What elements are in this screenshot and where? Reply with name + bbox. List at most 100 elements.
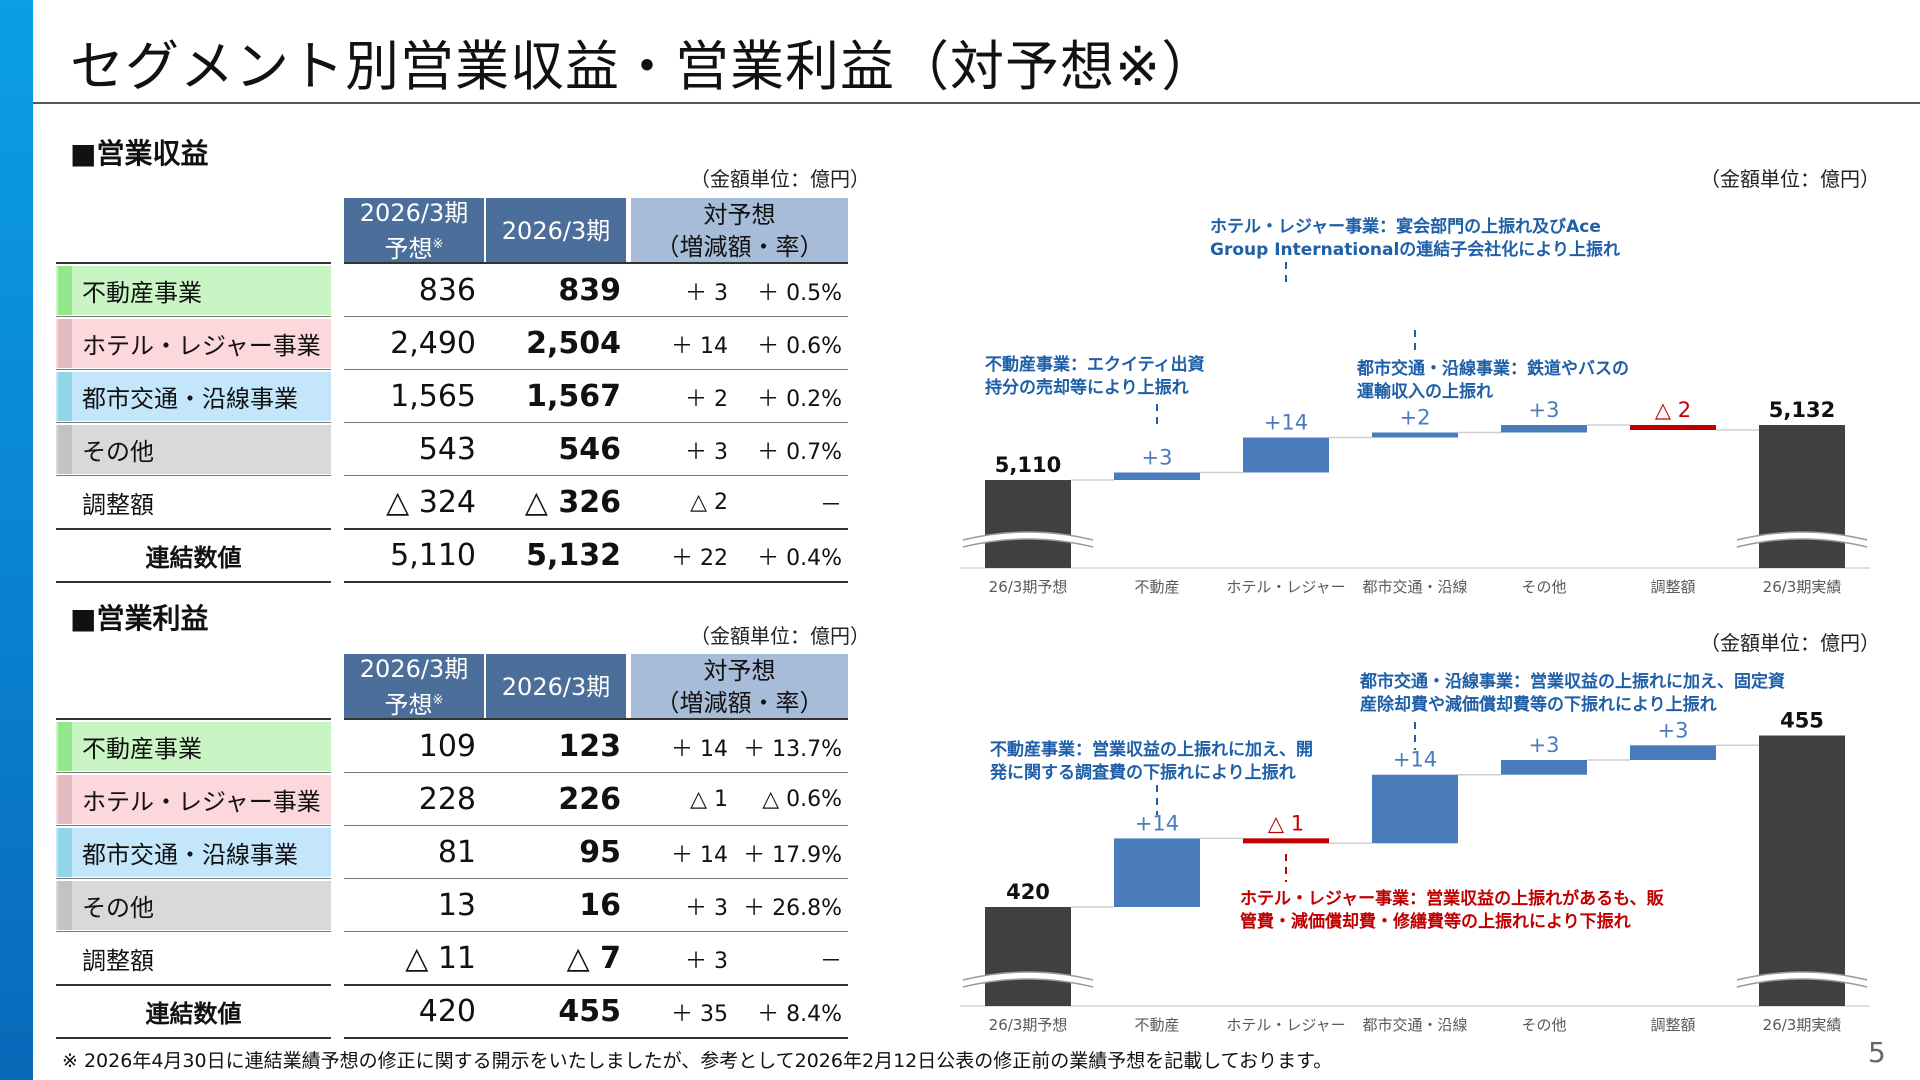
profit-waterfall-chart: 420 26/3期予想 +14 不動産 △ 1 ホテル・レジャー +14 都市交通・沿線 +3 そ… — [960, 671, 1870, 1034]
table-rule — [56, 262, 331, 264]
table-row: 調整額 △ 324 △ 326 △ 2 － — [56, 476, 848, 529]
table-rule — [56, 931, 331, 932]
bar-0 — [985, 907, 1071, 1006]
category-label: 都市交通・沿線 — [1362, 1016, 1467, 1034]
table-row: ホテル・レジャー事業 2,490 2,504 ＋ 14 ＋ 0.6% — [56, 317, 848, 370]
actual-value: 5,132 — [526, 538, 621, 573]
bar-5 — [1630, 745, 1716, 760]
annotation-text: 発に関する調査費の下振れにより上振れ — [989, 762, 1296, 783]
table-rule — [56, 369, 331, 370]
bar-4 — [1501, 760, 1587, 775]
segment-cell: 不動産事業 — [56, 266, 331, 315]
table-rule — [56, 316, 331, 317]
segment-name: 連結数値 — [145, 1000, 242, 1028]
table-rule — [344, 718, 848, 720]
rate-value: ＋ 8.4% — [757, 1001, 842, 1027]
bar-value-label: 420 — [1006, 880, 1050, 904]
forecast-value: 228 — [418, 782, 476, 817]
page-number: 5 — [1868, 1036, 1886, 1069]
diff-value: ＋ 22 — [671, 545, 728, 571]
axis-break-mark — [1736, 971, 1868, 988]
annotation-text: ホテル・レジャー事業：営業収益の上振れがあるも、販 — [1240, 888, 1665, 909]
category-label: ホテル・レジャー — [1226, 578, 1345, 596]
rate-value: ＋ 0.2% — [757, 386, 842, 412]
diff-value: △ 1 — [690, 787, 728, 812]
segment-color-bar — [58, 881, 72, 930]
table-rule — [344, 262, 848, 264]
annotation-text: ホテル・レジャー事業：宴会部門の上振れ及びAce — [1210, 216, 1601, 237]
rate-value: ＋ 0.6% — [757, 333, 842, 359]
header-actual: 2026/3期 — [486, 654, 626, 720]
bar-value-label: +3 — [1529, 398, 1560, 422]
segment-color-bar — [58, 425, 72, 474]
rate-value: ＋ 17.9% — [743, 842, 842, 868]
bar-3 — [1372, 774, 1458, 844]
table-rule — [344, 984, 848, 986]
annotation: ホテル・レジャー事業：営業収益の上振れがあるも、販管費・減価償却費・修繕費等の上… — [1240, 888, 1665, 932]
table-rule — [56, 984, 331, 986]
annotation-text: 都市交通・沿線事業：鉄道やバスの — [1356, 358, 1629, 379]
table-rule — [56, 528, 331, 530]
annotation: 都市交通・沿線事業：営業収益の上振れに加え、固定資産除却費や減価償却費等の下振れ… — [1359, 671, 1785, 715]
header-forecast-year: 2026/3期 — [359, 655, 469, 683]
bar-3 — [1372, 432, 1458, 438]
table-row: ホテル・レジャー事業 228 226 △ 1 △ 0.6% — [56, 773, 848, 826]
table-row: 不動産事業 836 839 ＋ 3 ＋ 0.5% — [56, 264, 848, 317]
bar-5 — [1630, 425, 1716, 430]
table-row: 都市交通・沿線事業 81 95 ＋ 14 ＋ 17.9% — [56, 826, 848, 879]
rate-value: ＋ 13.7% — [743, 736, 842, 762]
actual-value: △ 326 — [524, 485, 621, 520]
forecast-value: 543 — [418, 432, 476, 467]
table-rule — [344, 825, 848, 826]
header-vs-forecast: 対予想 （増減額・率） — [631, 198, 848, 264]
rate-value: △ 0.6% — [762, 787, 842, 812]
rate-value: － — [819, 948, 842, 974]
actual-value: 839 — [558, 273, 621, 308]
annotation-text: 不動産事業：エクイティ出資 — [985, 354, 1205, 375]
axis-break-mark — [1736, 531, 1868, 548]
annotation-text: Group Internationalの連結子会社化により上振れ — [1210, 239, 1620, 260]
segment-name: ホテル・レジャー事業 — [82, 788, 321, 816]
annotation-text: 産除却費や減価償却費等の下振れにより上振れ — [1360, 694, 1717, 715]
actual-value: 123 — [558, 729, 621, 764]
annotation-text: 都市交通・沿線事業：営業収益の上振れに加え、固定資 — [1359, 671, 1785, 692]
header-vs-sublabel: （増減額・率） — [655, 689, 824, 717]
segment-cell: ホテル・レジャー事業 — [56, 319, 331, 368]
table-rule — [56, 825, 331, 826]
bar-6 — [1759, 735, 1845, 1006]
axis-break-mark — [962, 971, 1094, 988]
rate-value: ＋ 0.5% — [757, 280, 842, 306]
table-row: 不動産事業 109 123 ＋ 14 ＋ 13.7% — [56, 720, 848, 773]
segment-color-bar — [58, 372, 72, 421]
table-rule — [344, 316, 848, 317]
actual-value: 546 — [558, 432, 621, 467]
header-vs-sublabel: （増減額・率） — [655, 233, 824, 261]
segment-color-bar — [58, 266, 72, 315]
category-label: ホテル・レジャー — [1226, 1016, 1345, 1034]
bar-value-label: +14 — [1135, 811, 1179, 835]
rate-value: － — [819, 492, 842, 518]
diff-value: ＋ 3 — [685, 280, 728, 306]
actual-value: 226 — [558, 782, 621, 817]
segment-cell: 調整額 — [56, 478, 331, 527]
segment-cell: 調整額 — [56, 934, 331, 983]
table-rule — [344, 878, 848, 879]
bar-value-label: +14 — [1264, 411, 1308, 435]
table-rule — [56, 1037, 331, 1039]
bar-value-label: △ 1 — [1268, 811, 1304, 835]
page-title: セグメント別営業収益・営業利益（対予想※） — [70, 35, 1217, 98]
segment-name: ホテル・レジャー事業 — [82, 332, 321, 360]
header-vs-forecast: 対予想 （増減額・率） — [631, 654, 848, 720]
category-label: 26/3期実績 — [1763, 1016, 1842, 1034]
diff-value: △ 2 — [690, 490, 728, 515]
annotation-text: 不動産事業：営業収益の上振れに加え、開 — [990, 739, 1313, 760]
title-divider — [33, 102, 1920, 104]
revenue-table: 2026/3期 予想※ 2026/3期 対予想 （増減額・率） 不動産事業 836 839 ＋ … — [56, 198, 848, 583]
table-rule — [56, 718, 331, 720]
bar-value-label: 455 — [1780, 709, 1824, 733]
segment-name: 連結数値 — [145, 544, 242, 572]
forecast-value: △ 11 — [405, 941, 476, 976]
bar-1 — [1114, 472, 1200, 480]
